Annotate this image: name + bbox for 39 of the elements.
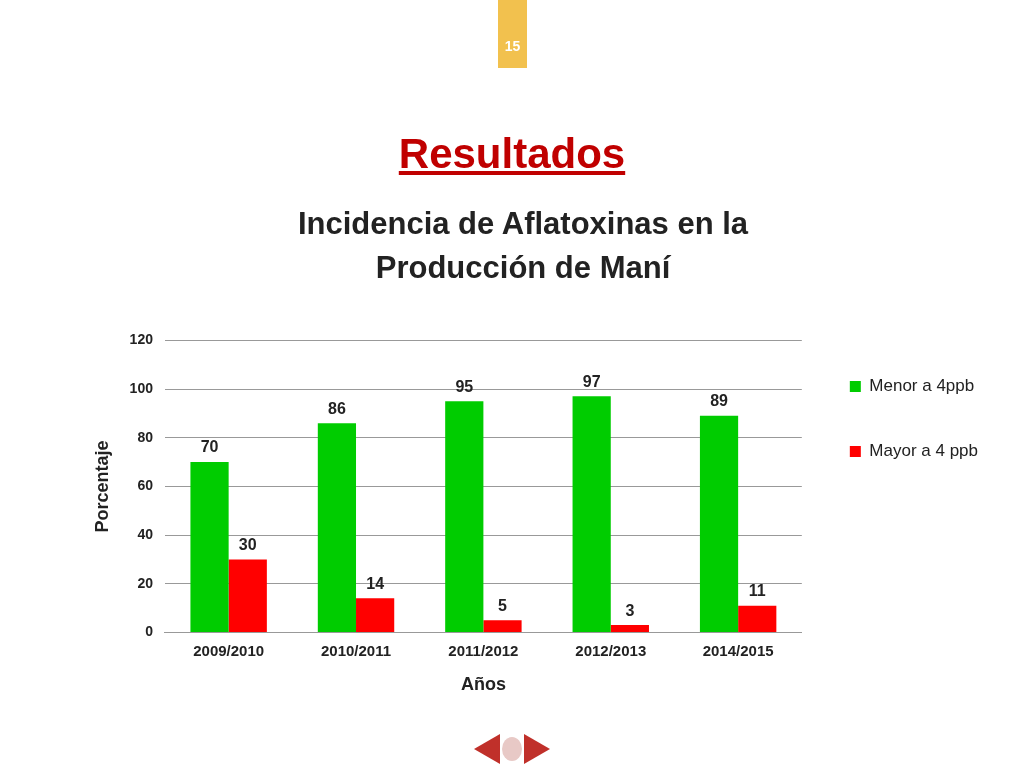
y-tick-label: 0 bbox=[145, 623, 154, 640]
bar bbox=[445, 401, 484, 632]
data-label: 14 bbox=[366, 574, 385, 592]
chart-subtitle: Incidencia de Aflatoxinas en la Producción de Maní bbox=[296, 205, 750, 287]
y-axis-title: Porcentaje bbox=[91, 440, 112, 533]
y-tick-label: 20 bbox=[137, 574, 154, 591]
x-axis-title: Años bbox=[460, 674, 506, 695]
data-label: 5 bbox=[498, 596, 508, 614]
bar bbox=[190, 462, 229, 632]
text: 15 bbox=[498, 0, 527, 68]
data-label: 95 bbox=[455, 377, 474, 395]
bar bbox=[483, 620, 522, 632]
data-label: 97 bbox=[582, 372, 601, 390]
data-label: 89 bbox=[710, 392, 729, 410]
y-tick-label: 60 bbox=[137, 477, 154, 494]
bar bbox=[699, 415, 739, 632]
data-label: 11 bbox=[748, 582, 766, 600]
x-tick-label: 2009/2010 bbox=[193, 641, 265, 659]
bar bbox=[738, 605, 777, 632]
bar bbox=[356, 598, 395, 632]
y-tick-label: 120 bbox=[129, 331, 154, 348]
x-tick-label: 2011/2012 bbox=[448, 641, 519, 659]
x-tick-label: 2010/2011 bbox=[320, 641, 392, 659]
bar bbox=[610, 625, 649, 632]
y-tick-label: 80 bbox=[137, 428, 154, 445]
data-label: 3 bbox=[625, 601, 635, 619]
x-tick-label: 2012/2013 bbox=[575, 641, 647, 659]
y-tick-label: 40 bbox=[137, 525, 154, 542]
bar bbox=[228, 559, 267, 632]
data-label: 30 bbox=[238, 535, 257, 553]
data-label: 70 bbox=[200, 438, 219, 456]
y-tick-label: 100 bbox=[129, 379, 154, 396]
legend-label: Menor a 4ppb bbox=[869, 376, 975, 396]
chart-title: Resultados bbox=[398, 130, 626, 177]
legend-label: Mayor a 4 ppb bbox=[869, 441, 979, 461]
data-label: 86 bbox=[328, 399, 346, 417]
x-tick-label: 2014/2015 bbox=[702, 641, 774, 659]
bar bbox=[572, 396, 611, 632]
bar bbox=[317, 423, 357, 632]
